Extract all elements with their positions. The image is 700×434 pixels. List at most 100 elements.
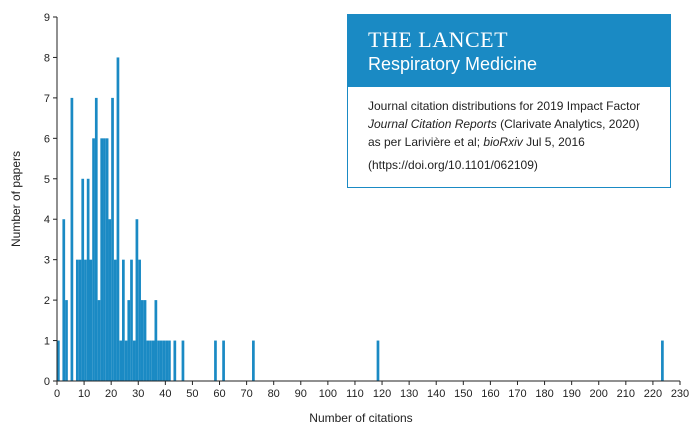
- bar-14: [94, 97, 98, 381]
- bar-18: [105, 138, 109, 381]
- info-line-1: Journal citation distributions for 2019 …: [368, 99, 641, 113]
- bar-34: [149, 340, 152, 381]
- bar-29: [135, 219, 139, 381]
- y-tick-label-0: 0: [44, 376, 50, 388]
- bar-20: [111, 97, 114, 381]
- bar-61: [222, 340, 225, 381]
- jcr-publisher: (Clarivate Analytics, 2020): [496, 117, 640, 131]
- y-tick-label-2: 2: [44, 295, 50, 307]
- y-tick-label-3: 3: [44, 255, 50, 267]
- journal-info-box: THE LANCET Respiratory Medicine Journal …: [347, 14, 671, 188]
- bar-15: [97, 300, 101, 381]
- y-tick-label-6: 6: [44, 133, 50, 145]
- bar-223: [661, 340, 664, 381]
- bar-10: [84, 259, 87, 381]
- bar-8: [78, 259, 82, 381]
- x-tick-label-190: 190: [562, 388, 580, 400]
- x-tick-label-30: 30: [132, 388, 144, 400]
- x-tick-label-150: 150: [454, 388, 472, 400]
- x-tick-label-130: 130: [400, 388, 418, 400]
- source-date: Jul 5, 2016: [522, 135, 585, 149]
- bar-24: [122, 259, 125, 381]
- x-axis: 0 10 20 30 40 50 60 70 80 90 100 110 120 130 140 150 160…: [54, 380, 689, 400]
- histogram-bars: [57, 57, 664, 381]
- bar-5: [70, 97, 74, 381]
- x-tick-label-140: 140: [427, 388, 445, 400]
- bar-36: [154, 300, 158, 381]
- bar-23: [119, 340, 123, 381]
- bar-58: [214, 340, 217, 381]
- bar-9: [81, 178, 85, 381]
- journal-subtitle: Respiratory Medicine: [368, 54, 538, 74]
- bar-0: [57, 340, 60, 381]
- bar-35: [151, 340, 155, 381]
- y-tick-label-7: 7: [44, 93, 50, 105]
- source-authors: as per Larivière et al;: [368, 135, 484, 149]
- x-tick-label-170: 170: [508, 388, 526, 400]
- bar-32: [143, 300, 147, 381]
- x-tick-label-180: 180: [535, 388, 553, 400]
- bar-12: [89, 259, 93, 381]
- x-tick-label-60: 60: [213, 388, 225, 400]
- bar-26: [127, 300, 131, 381]
- y-tick-label-9: 9: [44, 12, 50, 24]
- bar-16: [100, 138, 104, 381]
- journal-title: THE LANCET: [368, 27, 509, 52]
- bar-41: [168, 340, 171, 381]
- y-axis: 0 1 2 3 4 5 6 7 8 9: [44, 12, 58, 388]
- bar-22: [116, 57, 120, 381]
- x-tick-label-0: 0: [54, 388, 60, 400]
- x-axis-title: Number of citations: [309, 411, 412, 425]
- bar-11: [86, 178, 90, 381]
- x-tick-label-200: 200: [590, 388, 608, 400]
- x-tick-label-210: 210: [617, 388, 635, 400]
- doi-link-text: (https://doi.org/10.1101/062109): [368, 158, 538, 172]
- bar-21: [113, 259, 117, 381]
- bar-46: [181, 340, 185, 381]
- bar-40: [165, 340, 169, 381]
- bar-118: [376, 340, 380, 381]
- x-tick-label-10: 10: [78, 388, 90, 400]
- info-line-2: Journal Citation Reports (Clarivate Anal…: [368, 115, 670, 133]
- y-tick-label-8: 8: [44, 52, 50, 64]
- x-tick-label-90: 90: [295, 388, 307, 400]
- source-preprint: bioRxiv: [483, 135, 523, 149]
- jcr-name: Journal Citation Reports: [368, 117, 497, 131]
- journal-header: THE LANCET Respiratory Medicine: [348, 15, 670, 87]
- x-tick-label-50: 50: [186, 388, 198, 400]
- bar-2: [62, 219, 66, 381]
- bar-13: [92, 138, 95, 381]
- bar-28: [132, 340, 136, 381]
- x-tick-label-70: 70: [240, 388, 252, 400]
- x-tick-label-40: 40: [159, 388, 171, 400]
- x-tick-label-20: 20: [105, 388, 117, 400]
- x-tick-label-80: 80: [268, 388, 280, 400]
- info-line-3: as per Larivière et al; bioRxiv Jul 5, 2…: [368, 133, 670, 151]
- x-tick-label-160: 160: [481, 388, 499, 400]
- bar-19: [108, 219, 112, 381]
- bar-27: [130, 259, 133, 381]
- y-tick-label-4: 4: [44, 214, 50, 226]
- bar-17: [103, 138, 106, 381]
- y-tick-label-1: 1: [44, 336, 50, 348]
- journal-info-text: Journal citation distributions for 2019 …: [348, 87, 670, 174]
- x-tick-label-230: 230: [671, 388, 689, 400]
- bar-31: [140, 300, 144, 381]
- bar-25: [124, 340, 128, 381]
- bar-72: [252, 340, 255, 381]
- bar-37: [157, 340, 160, 381]
- x-tick-label-100: 100: [319, 388, 337, 400]
- bar-38: [159, 340, 163, 381]
- bar-3: [65, 300, 68, 381]
- x-tick-label-220: 220: [644, 388, 662, 400]
- x-tick-label-110: 110: [346, 388, 364, 400]
- y-tick-label-5: 5: [44, 174, 50, 186]
- bar-43: [173, 340, 177, 381]
- bar-33: [146, 340, 150, 381]
- bar-39: [162, 340, 166, 381]
- y-axis-title: Number of papers: [9, 151, 23, 247]
- bar-7: [75, 259, 79, 381]
- bar-30: [138, 259, 141, 381]
- x-tick-label-120: 120: [373, 388, 391, 400]
